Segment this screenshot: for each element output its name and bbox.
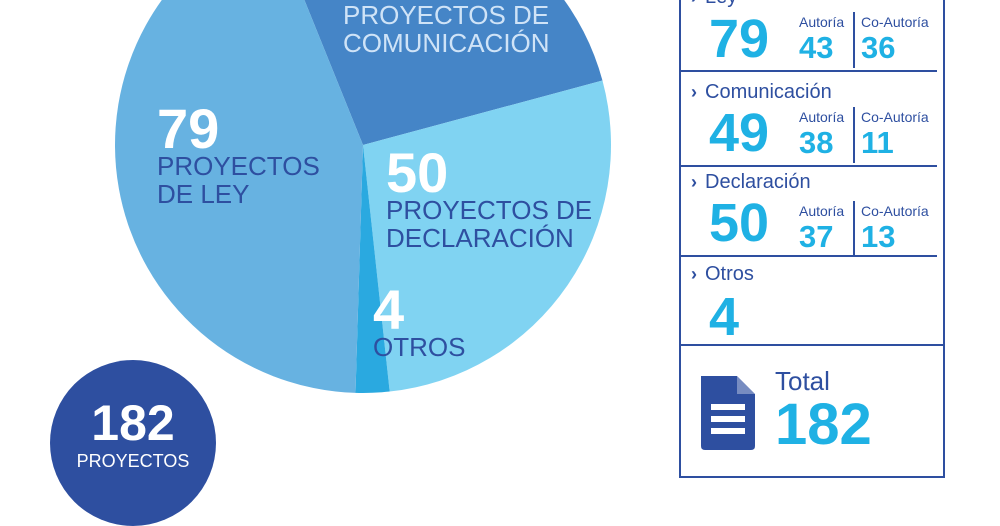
- slice-value-otros: 4: [373, 278, 404, 341]
- total-projects-badge: 182 PROYECTOS: [50, 360, 216, 526]
- coautoria-value-comunicacion: 11: [861, 125, 894, 160]
- breakdown-panel: ›Ley 79 Autoría 43 Co-Autoría 36 ›Comuni…: [679, 0, 945, 346]
- total-projects-label: PROYECTOS: [76, 451, 190, 471]
- autoria-value-declaracion: 37: [799, 219, 834, 254]
- column-divider: [853, 12, 855, 68]
- slice-value-declaracion: 50: [386, 141, 448, 204]
- slice-value-ley: 79: [157, 97, 219, 160]
- breakdown-total-declaracion: 50: [709, 193, 770, 253]
- coautoria-value-declaracion: 13: [861, 219, 896, 254]
- chevron-right-icon: ›: [691, 264, 697, 284]
- total-projects-number: 182: [91, 395, 175, 451]
- slice-text-declaracion-1: PROYECTOS DE: [386, 195, 592, 225]
- breakdown-name-declaracion: Declaración: [705, 171, 811, 193]
- pie-slice-ley: [115, 0, 363, 393]
- row-divider: [681, 165, 937, 167]
- breakdown-row-ley-header: ›Ley: [691, 0, 737, 9]
- column-divider: [853, 201, 855, 257]
- breakdown-name-ley: Ley: [705, 0, 737, 8]
- slice-label-comunicacion: PROYECTOS DE COMUNICACIÓN: [343, 0, 550, 58]
- coautoria-label-declaracion: Co-Autoría: [861, 203, 929, 219]
- slice-label-declaracion: 50 PROYECTOS DE DECLARACIÓN: [386, 141, 592, 253]
- chevron-right-icon: ›: [691, 172, 697, 192]
- slice-text-comunicacion-1: PROYECTOS DE: [343, 0, 549, 30]
- slice-text-ley-2: DE LEY: [157, 179, 250, 209]
- breakdown-row-declaracion-header: › Declaración: [691, 171, 811, 194]
- document-icon: [701, 376, 755, 450]
- slice-text-declaracion-2: DECLARACIÓN: [386, 223, 574, 253]
- autoria-label-declaracion: Autoría: [799, 203, 845, 219]
- coautoria-label-ley: Co-Autoría: [861, 14, 929, 30]
- breakdown-name-otros: Otros: [705, 263, 754, 285]
- breakdown-row-comunicacion-header: › Comunicación: [691, 81, 832, 104]
- coautoria-value-ley: 36: [861, 30, 896, 65]
- column-divider: [853, 107, 855, 163]
- chevron-right-icon: ›: [691, 82, 697, 102]
- pie-slices: [115, 0, 611, 393]
- breakdown-total-comunicacion: 49: [709, 103, 770, 163]
- breakdown-total-box: Total 182: [679, 344, 945, 478]
- autoria-label-ley: Autoría: [799, 14, 845, 30]
- row-divider: [681, 255, 937, 257]
- slice-label-otros: 4 OTROS: [373, 278, 465, 362]
- row-divider: [681, 70, 937, 72]
- slice-text-ley-1: PROYECTOS: [157, 151, 320, 181]
- slice-label-ley: 79 PROYECTOS DE LEY: [157, 97, 320, 209]
- total-value: 182: [775, 392, 872, 457]
- chevron-right-icon: ›: [691, 0, 705, 8]
- breakdown-total-ley: 79: [709, 9, 770, 69]
- breakdown-row-otros-header: › Otros: [691, 263, 754, 286]
- pie-slice-declaracion: [363, 80, 611, 392]
- autoria-label-comunicacion: Autoría: [799, 109, 845, 125]
- autoria-value-ley: 43: [799, 30, 834, 65]
- slice-text-otros: OTROS: [373, 332, 465, 362]
- breakdown-name-comunicacion: Comunicación: [705, 81, 832, 103]
- pie-slice-comunicacion: [304, 0, 603, 145]
- pie-slice-otros: [355, 145, 390, 393]
- autoria-value-comunicacion: 38: [799, 125, 834, 160]
- total-label: Total: [775, 366, 830, 396]
- pie-chart: 79 PROYECTOS DE LEY PROYECTOS DE COMUNIC…: [115, 0, 611, 393]
- slice-text-comunicacion-2: COMUNICACIÓN: [343, 28, 550, 58]
- breakdown-total-otros: 4: [709, 287, 740, 347]
- coautoria-label-comunicacion: Co-Autoría: [861, 109, 929, 125]
